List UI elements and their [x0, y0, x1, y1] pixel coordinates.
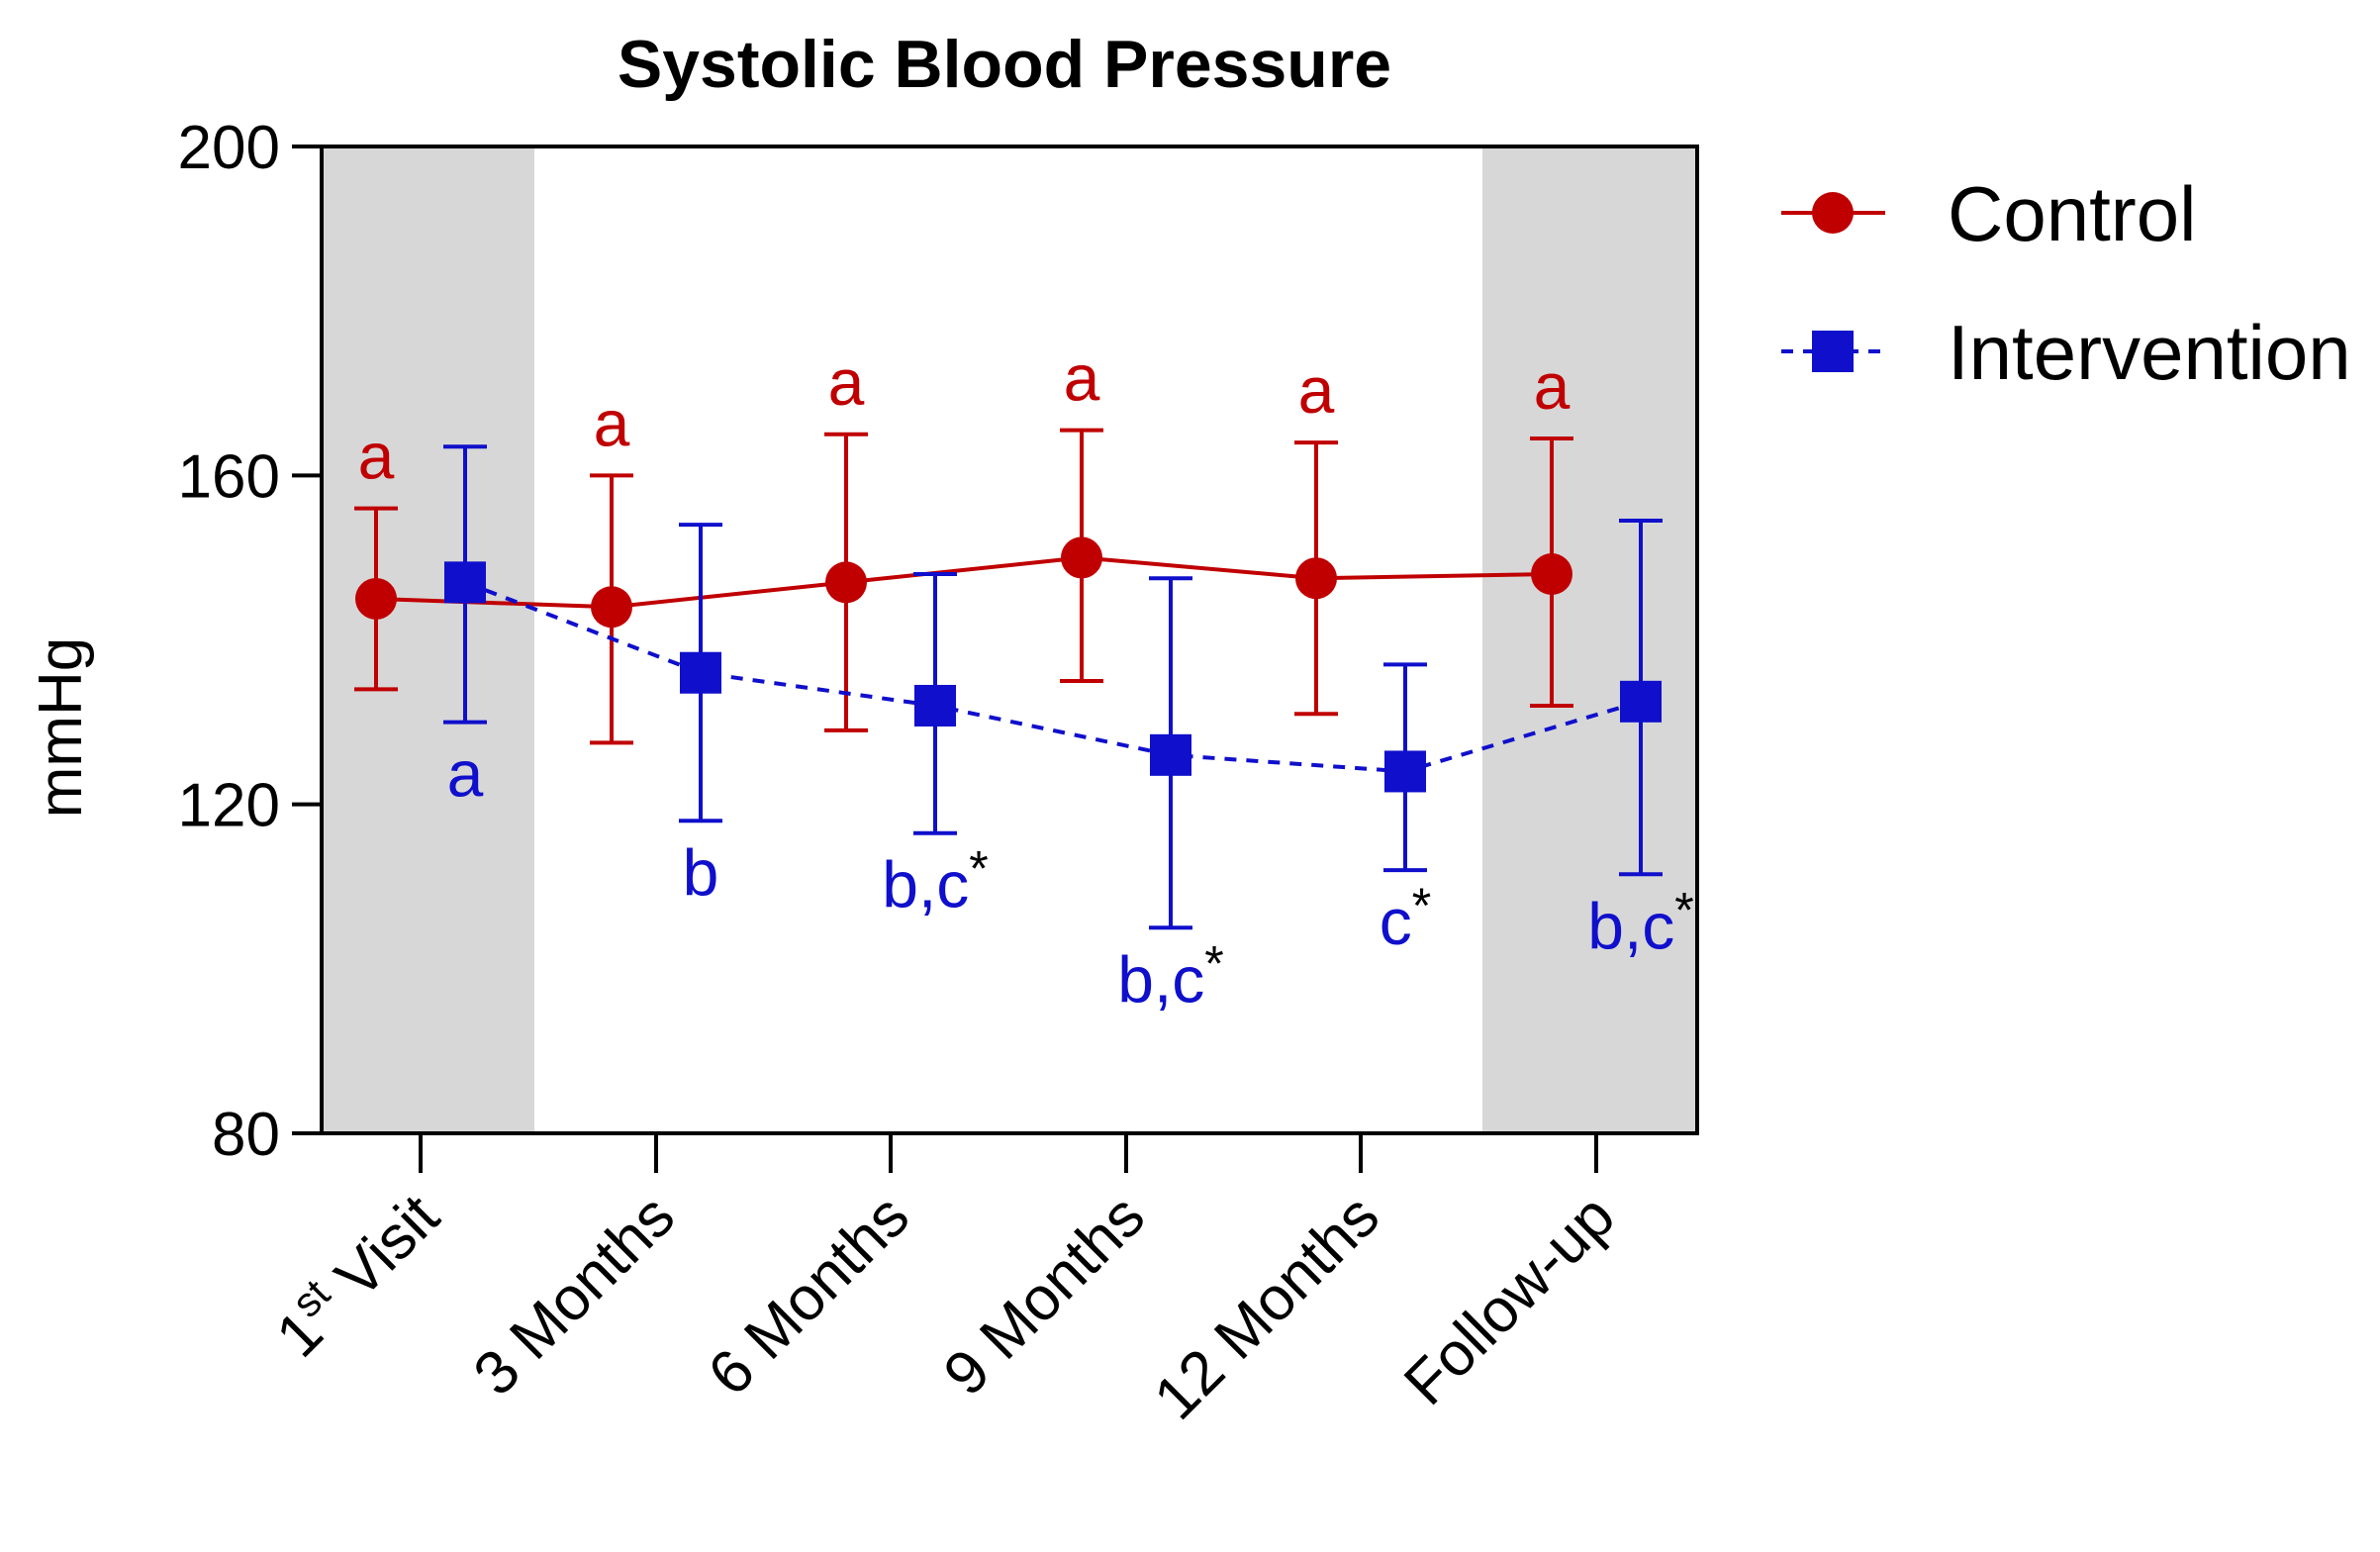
significance-label: a [1298, 353, 1335, 427]
x-tick-label: 12 Months [1141, 1182, 1392, 1433]
data-point [1061, 536, 1102, 579]
x-tick-label: 1st Visit [258, 1177, 451, 1370]
y-tick-label: 80 [212, 1101, 280, 1169]
significance-label: a [447, 737, 484, 811]
significance-label: b,c* [882, 841, 989, 922]
data-point [914, 684, 956, 727]
data-point [825, 561, 867, 604]
significance-label: a [594, 386, 630, 459]
legend-label: Control [1948, 170, 2196, 257]
plot-frame [320, 145, 1699, 1135]
series-line [464, 580, 1642, 774]
y-tick-label: 120 [178, 772, 280, 840]
significance-label: a [828, 345, 865, 419]
y-tick-label: 160 [178, 442, 280, 511]
chart-title: Systolic Blood Pressure [618, 27, 1391, 102]
legend-marker [1812, 331, 1854, 372]
legend: Control Intervention [1781, 170, 2351, 396]
shaded-band [322, 146, 534, 1133]
significance-label: a [1064, 341, 1100, 415]
y-tick-label: 200 [178, 114, 280, 182]
x-tick-label: 3 Months [461, 1182, 688, 1408]
significance-label: c* [1380, 878, 1431, 958]
data-point [591, 586, 632, 629]
x-tick-label: 6 Months [696, 1182, 922, 1408]
data-point [1620, 680, 1662, 723]
data-point [1384, 750, 1426, 793]
data-point [355, 577, 397, 620]
plot-area: 80 120 160 200 1st Visit 3 Months 6 Months 9 Mo… [178, 114, 1699, 1433]
significance-label: b,c* [1117, 935, 1224, 1016]
series-line [375, 555, 1553, 610]
shaded-band [1482, 146, 1697, 1133]
x-tick-label: 9 Months [931, 1182, 1158, 1408]
significance-label: a [1534, 349, 1571, 423]
data-point [1150, 733, 1191, 776]
data-point [444, 561, 486, 604]
legend-label: Intervention [1948, 309, 2351, 396]
significance-label: a [358, 420, 395, 493]
significance-label: b [683, 835, 719, 909]
data-point [1531, 553, 1572, 596]
data-point [1295, 557, 1337, 600]
legend-marker [1812, 192, 1854, 234]
data-point [680, 651, 721, 694]
significance-label: b,c* [1587, 882, 1694, 962]
y-axis-title: mmHg [27, 637, 95, 819]
x-tick-label: Follow-up [1391, 1182, 1628, 1418]
series-control: a a a a a a [354, 341, 1573, 745]
series-intervention: a b b,c* b,c* c* b,c* [443, 444, 1694, 1016]
